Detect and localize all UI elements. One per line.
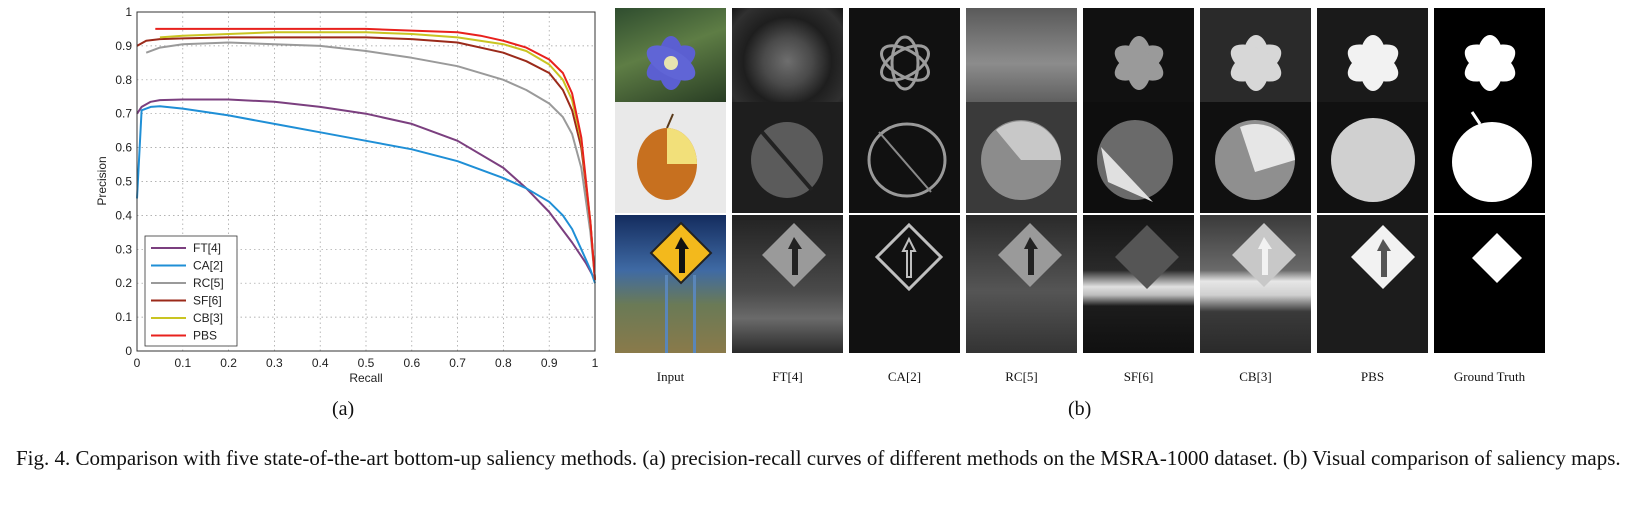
plot-frame <box>136 11 596 352</box>
y-tick-label: 1 <box>125 5 132 19</box>
column-label-pbs: PBS <box>1360 369 1385 384</box>
panel-a-label: (a) <box>332 398 355 420</box>
flower-ft-map <box>732 8 843 119</box>
legend: FT[4] CA[2] RC[5] SF[6] CB[3] PBS <box>144 235 238 347</box>
legend-label: PBS <box>193 329 217 343</box>
x-tick-label: 0 <box>134 356 141 370</box>
x-tick-label: 0.6 <box>403 356 420 370</box>
pear-sf-map <box>1083 102 1194 213</box>
x-tick-label: 0.4 <box>312 356 329 370</box>
x-tick-label: 0.7 <box>449 356 466 370</box>
pr-curve-chart: 0 0.1 0.2 0.3 0.4 0.5 0.6 0.7 0.8 0.9 1 0 0.1 0.2 0.3 0… <box>95 5 599 385</box>
y-tick-label: 0.3 <box>115 242 132 256</box>
pear-input-image <box>615 102 726 213</box>
pear-rc-map <box>966 102 1077 213</box>
panel-b-label: (b) <box>1068 398 1092 420</box>
road-sign-ground-truth <box>1434 215 1545 353</box>
road-sign-ca-map <box>849 215 960 353</box>
legend-label: FT[4] <box>193 241 221 255</box>
road-sign-cb-map <box>1200 215 1311 353</box>
road-sign-ft-map <box>732 215 843 353</box>
pear-ca-map <box>849 102 960 213</box>
legend-label: CB[3] <box>193 311 223 325</box>
saliency-map-grid: Input FT[4] CA[2] RC[5] SF[6] CB[3] PBS … <box>615 8 1545 388</box>
flower-ca-map <box>849 8 960 119</box>
y-tick-label: 0.5 <box>115 175 132 189</box>
curves <box>136 27 596 284</box>
legend-label: CA[2] <box>193 259 223 273</box>
x-tick-label: 0.8 <box>495 356 512 370</box>
x-tick-label: 0.9 <box>541 356 558 370</box>
legend-box <box>144 235 238 347</box>
road-sign-sf-map <box>1083 215 1194 353</box>
column-label-ft: FT[4] <box>772 369 803 384</box>
figure-caption: Fig. 4. Comparison with five state-of-th… <box>16 446 1621 470</box>
x-axis-label: Recall <box>349 371 382 385</box>
curve-pbs <box>155 27 596 280</box>
flower-ground-truth <box>1434 8 1545 119</box>
y-tick-label: 0.9 <box>115 39 132 53</box>
curve-rc5 <box>145 41 596 280</box>
flower-cb-map <box>1200 8 1311 119</box>
flower-rc-map <box>966 8 1077 119</box>
pear-ft-map <box>732 102 843 213</box>
flower-pbs-map <box>1317 8 1428 119</box>
curve-sf6 <box>136 36 596 280</box>
road-sign-input-image <box>615 215 726 353</box>
y-tick-label: 0.6 <box>115 141 132 155</box>
y-tick-label: 0 <box>125 344 132 358</box>
flower-input-image <box>615 8 726 119</box>
column-label-sf: SF[6] <box>1123 369 1154 384</box>
x-tick-label: 1 <box>592 356 599 370</box>
road-sign-pbs-map <box>1317 215 1428 353</box>
x-tick-label: 0.5 <box>358 356 375 370</box>
y-tick-label: 0.2 <box>115 276 132 290</box>
curve-ca2 <box>136 105 596 284</box>
pear-pbs-map <box>1317 102 1428 213</box>
column-label-ca: CA[2] <box>887 369 922 384</box>
y-tick-label: 0.4 <box>115 208 132 222</box>
flower-sf-map <box>1083 8 1194 119</box>
curve-ft4 <box>136 98 596 281</box>
x-tick-label: 0.2 <box>220 356 237 370</box>
legend-label: RC[5] <box>193 276 224 290</box>
column-label-rc: RC[5] <box>1005 369 1038 384</box>
y-tick-label: 0.1 <box>115 310 132 324</box>
x-tick-label: 0.1 <box>174 356 191 370</box>
road-sign-rc-map <box>966 215 1077 353</box>
column-label-input: Input <box>656 369 685 384</box>
legend-label: SF[6] <box>193 294 222 308</box>
column-label-ground-truth: Ground Truth <box>1453 369 1526 384</box>
pear-cb-map <box>1200 102 1311 213</box>
axis-ticks: 0 0.1 0.2 0.3 0.4 0.5 0.6 0.7 0.8 0.9 1 0 0.1 0.2 0.3 0… <box>115 5 598 370</box>
column-label-cb: CB[3] <box>1239 369 1272 384</box>
pear-ground-truth <box>1434 102 1545 213</box>
x-tick-label: 0.3 <box>266 356 283 370</box>
curve-cb3 <box>159 31 596 280</box>
y-tick-label: 0.8 <box>115 73 132 87</box>
y-tick-label: 0.7 <box>115 107 132 121</box>
y-axis-label: Precision <box>95 156 109 205</box>
